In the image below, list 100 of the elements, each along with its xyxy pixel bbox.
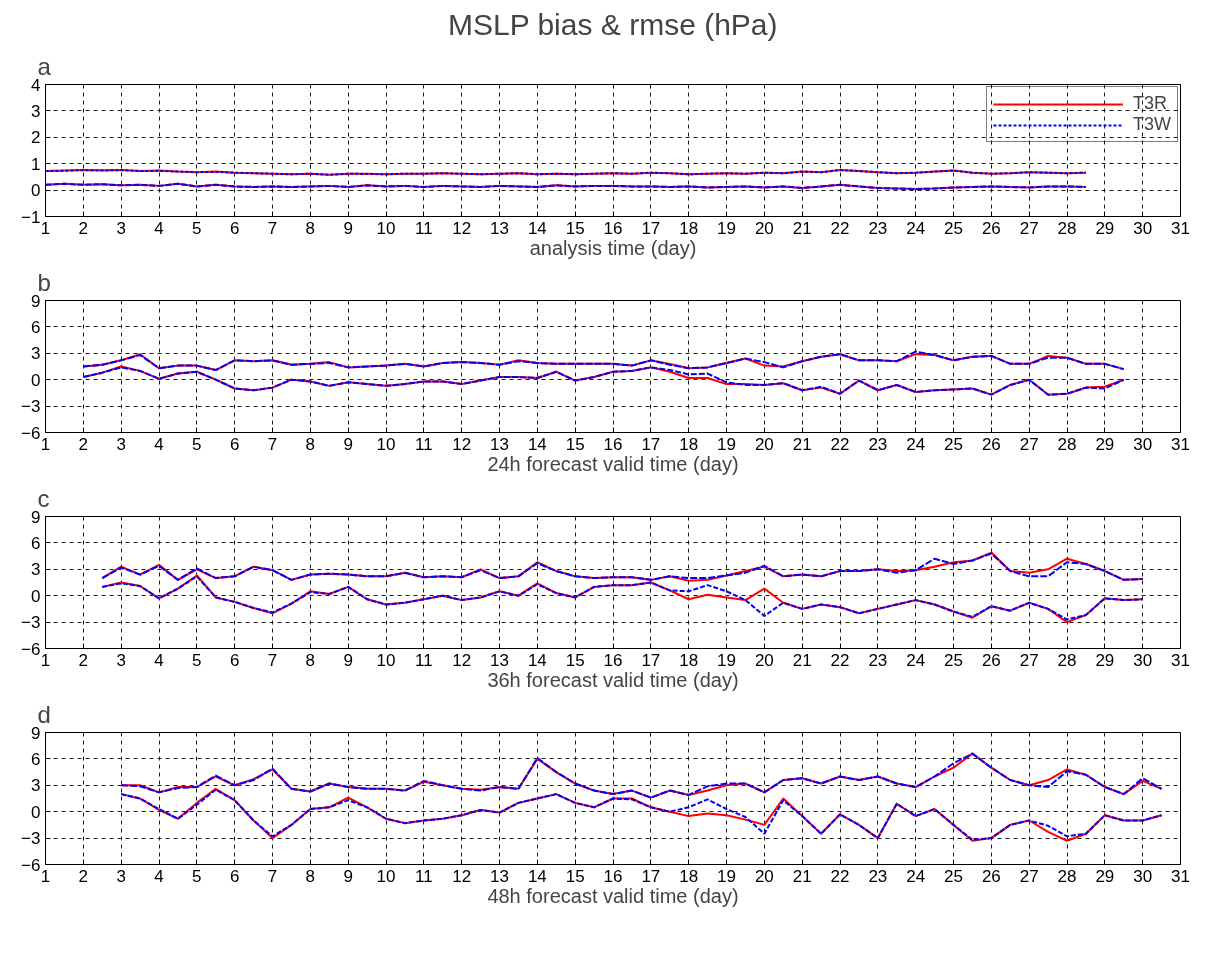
y-tick-label: 6 bbox=[31, 749, 41, 769]
x-tick-label: 2 bbox=[78, 650, 89, 670]
x-tick-label: 14 bbox=[527, 866, 547, 886]
x-tick-label: 9 bbox=[343, 650, 353, 670]
x-tick-label: 3 bbox=[116, 866, 126, 886]
x-tick-label: 24 bbox=[906, 650, 926, 670]
x-tick-label: 2 bbox=[78, 434, 89, 454]
x-tick-label: 14 bbox=[527, 434, 547, 454]
y-tick-label: 1 bbox=[31, 154, 41, 174]
x-tick-label: 14 bbox=[527, 650, 547, 670]
text: T3R bbox=[1133, 93, 1168, 114]
x-tick-label: 30 bbox=[1133, 650, 1153, 670]
x-tick-label: 5 bbox=[192, 434, 202, 454]
x-tick-label: 17 bbox=[641, 218, 661, 238]
x-axis-title: 48h forecast valid time (day) bbox=[487, 884, 739, 907]
x-tick-label: 3 bbox=[116, 218, 126, 238]
y-tick-label: 0 bbox=[31, 586, 41, 606]
x-tick-label: 19 bbox=[717, 866, 736, 886]
x-tick-label: 8 bbox=[305, 866, 316, 886]
x-tick-label: 18 bbox=[679, 434, 699, 454]
x-tick-label: 30 bbox=[1133, 434, 1153, 454]
x-tick-label: 31 bbox=[1171, 650, 1190, 670]
x-tick-label: 28 bbox=[1057, 866, 1077, 886]
x-tick-label: 4 bbox=[154, 434, 164, 454]
x-tick-label: 7 bbox=[267, 650, 278, 670]
y-tick-label: 2 bbox=[31, 128, 41, 148]
y-tick-label: −6 bbox=[21, 639, 41, 659]
x-tick-label: 17 bbox=[641, 434, 661, 454]
x-tick-label: 16 bbox=[603, 866, 623, 886]
x-tick-label: 30 bbox=[1133, 218, 1153, 238]
x-tick-label: 12 bbox=[452, 650, 472, 670]
x-tick-label: 24 bbox=[906, 434, 926, 454]
x-tick-label: 18 bbox=[679, 866, 699, 886]
x-tick-label: 4 bbox=[154, 866, 164, 886]
x-tick-label: 5 bbox=[192, 218, 202, 238]
x-tick-label: 10 bbox=[376, 218, 396, 238]
x-tick-label: 29 bbox=[1095, 218, 1115, 238]
x-tick-label: 30 bbox=[1133, 866, 1153, 886]
x-tick-label: 4 bbox=[154, 650, 164, 670]
x-tick-label: 8 bbox=[305, 434, 316, 454]
x-tick-label: 19 bbox=[717, 434, 736, 454]
x-tick-label: 16 bbox=[603, 650, 623, 670]
x-tick-label: 12 bbox=[452, 434, 472, 454]
x-tick-label: 20 bbox=[754, 218, 774, 238]
x-tick-label: 17 bbox=[641, 866, 661, 886]
x-tick-label: 22 bbox=[830, 218, 850, 238]
x-tick-label: 31 bbox=[1171, 434, 1190, 454]
x-tick-label: 6 bbox=[229, 434, 240, 454]
x-tick-label: 16 bbox=[603, 434, 623, 454]
x-tick-label: 25 bbox=[944, 866, 963, 886]
x-tick-label: 4 bbox=[154, 218, 164, 238]
x-tick-label: 26 bbox=[981, 218, 1001, 238]
y-tick-label: 3 bbox=[31, 560, 41, 580]
y-tick-label: 0 bbox=[31, 802, 41, 822]
chart-title: MSLP bias & rmse (hPa) bbox=[447, 7, 778, 41]
x-tick-label: 22 bbox=[830, 650, 850, 670]
y-tick-label: −3 bbox=[21, 829, 41, 849]
x-tick-label: 12 bbox=[452, 866, 472, 886]
y-tick-label: 3 bbox=[31, 776, 41, 796]
x-tick-label: 12 bbox=[452, 218, 472, 238]
x-tick-label: 26 bbox=[981, 866, 1001, 886]
x-tick-label: 21 bbox=[792, 650, 812, 670]
x-tick-label: 15 bbox=[565, 866, 585, 886]
x-tick-label: 20 bbox=[754, 434, 774, 454]
x-tick-label: 25 bbox=[944, 650, 963, 670]
x-tick-label: 3 bbox=[116, 650, 126, 670]
x-tick-label: 11 bbox=[415, 218, 433, 238]
x-tick-label: 3 bbox=[116, 434, 126, 454]
x-tick-label: 25 bbox=[944, 218, 963, 238]
x-tick-label: 15 bbox=[565, 218, 585, 238]
x-tick-label: 11 bbox=[415, 434, 433, 454]
x-tick-label: 15 bbox=[565, 434, 585, 454]
y-tick-label: 3 bbox=[31, 101, 41, 121]
y-tick-label: 3 bbox=[31, 344, 41, 364]
x-tick-label: 8 bbox=[305, 218, 316, 238]
x-tick-label: 22 bbox=[830, 434, 850, 454]
y-tick-label: −3 bbox=[21, 613, 41, 633]
y-tick-label: 6 bbox=[31, 317, 41, 337]
x-tick-label: 24 bbox=[906, 866, 926, 886]
x-tick-label: 29 bbox=[1095, 866, 1115, 886]
x-tick-label: 19 bbox=[717, 218, 736, 238]
x-tick-label: 19 bbox=[717, 650, 736, 670]
text: T3W bbox=[1133, 114, 1171, 135]
x-tick-label: 5 bbox=[192, 866, 202, 886]
x-tick-label: 13 bbox=[490, 218, 509, 238]
x-axis-title: 24h forecast valid time (day) bbox=[487, 452, 739, 475]
x-tick-label: 2 bbox=[78, 218, 89, 238]
y-tick-label: −6 bbox=[21, 855, 41, 875]
x-tick-label: 10 bbox=[376, 650, 396, 670]
x-tick-label: 21 bbox=[792, 866, 812, 886]
y-tick-label: −6 bbox=[21, 423, 41, 443]
x-tick-label: 10 bbox=[376, 866, 396, 886]
x-tick-label: 23 bbox=[868, 434, 888, 454]
x-tick-label: 9 bbox=[343, 218, 353, 238]
x-tick-label: 27 bbox=[1019, 650, 1039, 670]
x-tick-label: 9 bbox=[343, 866, 353, 886]
x-tick-label: 13 bbox=[490, 650, 509, 670]
x-tick-label: 24 bbox=[906, 218, 926, 238]
x-tick-label: 16 bbox=[603, 218, 623, 238]
y-tick-label: −3 bbox=[21, 397, 41, 417]
